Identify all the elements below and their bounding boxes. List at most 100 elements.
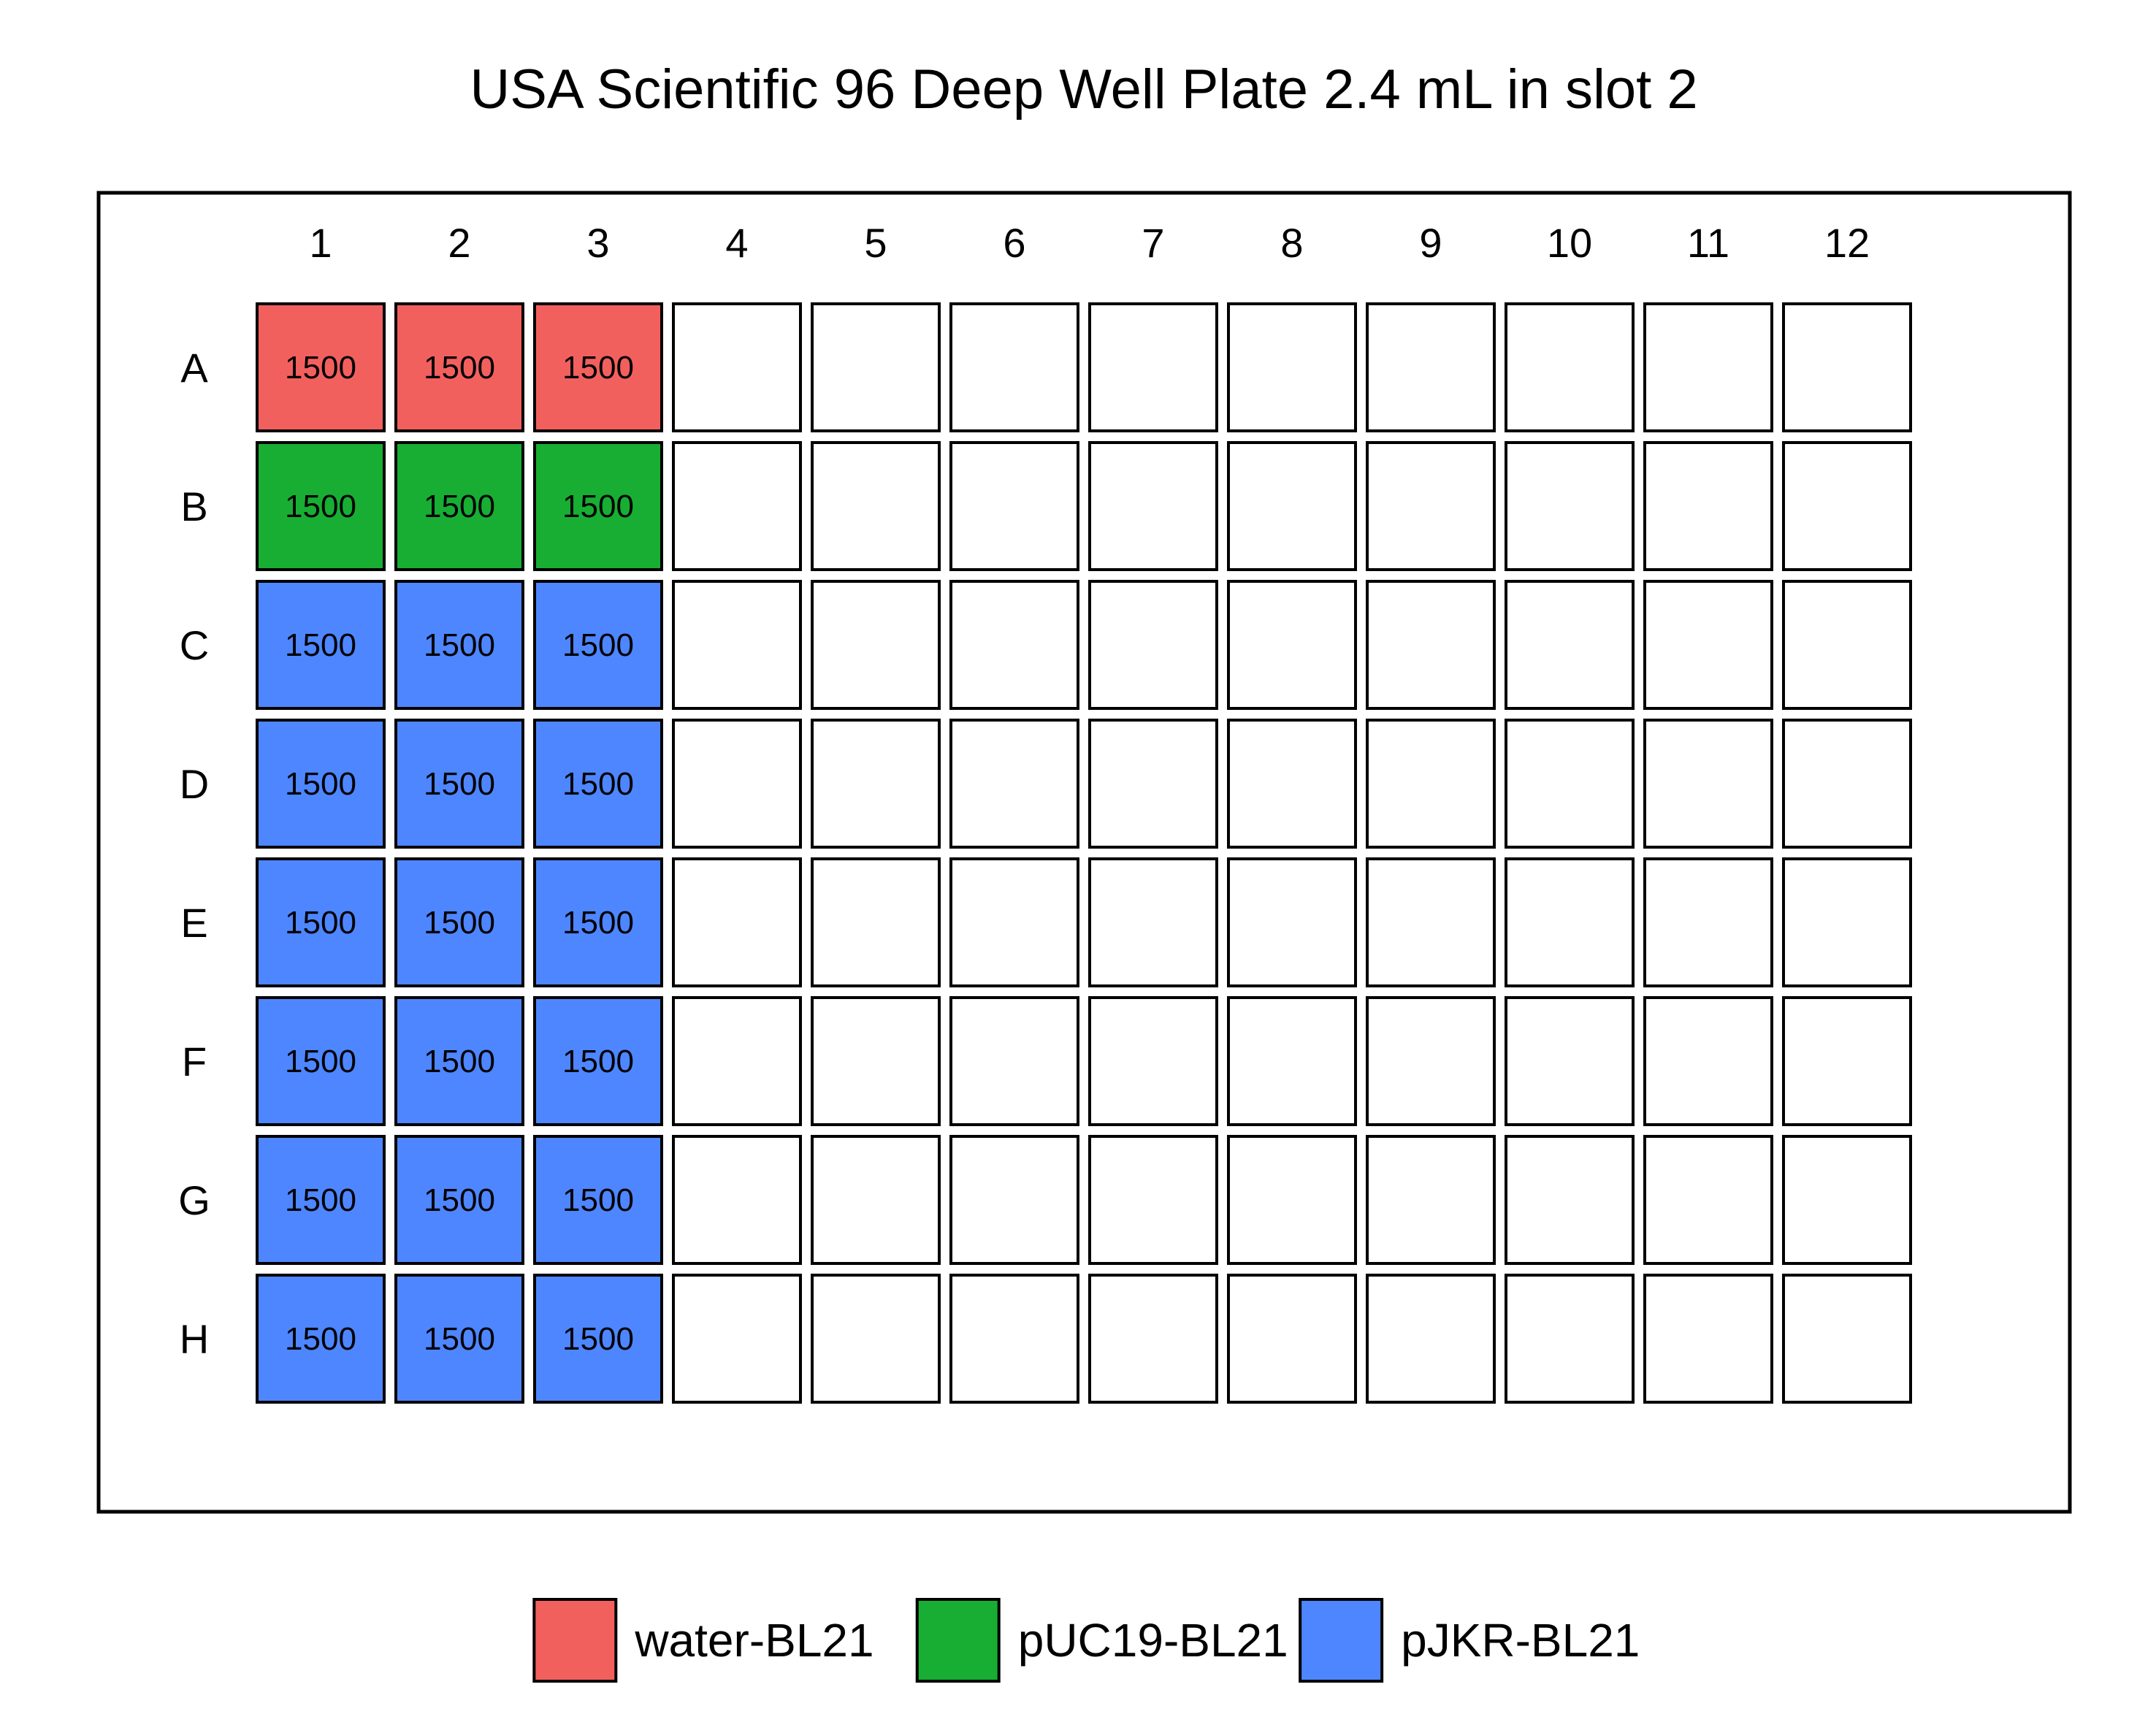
well-volume-label: 1500 — [424, 1044, 495, 1079]
well-B3: 1500 — [533, 441, 663, 571]
well-box — [949, 302, 1079, 432]
column-label-4: 4 — [725, 220, 748, 266]
well-box — [1088, 580, 1218, 710]
well-D5 — [811, 719, 941, 849]
legend-label: pJKR-BL21 — [1401, 1614, 1640, 1667]
well-G1: 1500 — [256, 1135, 386, 1265]
well-box — [672, 1135, 802, 1265]
well-box — [1505, 996, 1635, 1126]
well-H11 — [1643, 1274, 1773, 1404]
well-box — [1782, 580, 1912, 710]
well-volume-label: 1500 — [562, 489, 634, 524]
legend-swatch — [915, 1598, 1001, 1683]
well-F9 — [1366, 996, 1496, 1126]
well-F3: 1500 — [533, 996, 663, 1126]
well-box — [256, 996, 386, 1126]
legend-label: water-BL21 — [634, 1614, 874, 1667]
well-C2: 1500 — [394, 580, 524, 710]
well-box — [256, 1135, 386, 1265]
well-B4 — [672, 441, 802, 571]
well-H2: 1500 — [394, 1274, 524, 1404]
well-F2: 1500 — [394, 996, 524, 1126]
column-label-3: 3 — [586, 220, 609, 266]
column-label-1: 1 — [309, 220, 332, 266]
row-label-C: C — [180, 622, 209, 668]
well-box — [256, 1274, 386, 1404]
well-A3: 1500 — [533, 302, 663, 432]
well-volume-label: 1500 — [424, 1321, 495, 1357]
well-G11 — [1643, 1135, 1773, 1265]
well-A6 — [949, 302, 1079, 432]
well-grid: 1500 1500 1500 1500 1500 1500 1500 1500 1500 1500… — [256, 302, 1912, 1404]
well-C5 — [811, 580, 941, 710]
well-box — [811, 1135, 941, 1265]
well-box — [533, 441, 663, 571]
well-volume-label: 1500 — [424, 627, 495, 663]
row-label-G: G — [178, 1177, 210, 1223]
well-F12 — [1782, 996, 1912, 1126]
well-volume-label: 1500 — [285, 1182, 356, 1218]
well-box — [394, 580, 524, 710]
well-E12 — [1782, 857, 1912, 987]
well-box — [1643, 441, 1773, 571]
well-D8 — [1227, 719, 1357, 849]
well-H8 — [1227, 1274, 1357, 1404]
well-D4 — [672, 719, 802, 849]
column-label-12: 12 — [1824, 220, 1870, 266]
well-C4 — [672, 580, 802, 710]
well-C1: 1500 — [256, 580, 386, 710]
well-A10 — [1505, 302, 1635, 432]
well-volume-label: 1500 — [285, 1044, 356, 1079]
well-E1: 1500 — [256, 857, 386, 987]
row-label-A: A — [180, 345, 208, 391]
well-B6 — [949, 441, 1079, 571]
well-volume-label: 1500 — [562, 1044, 634, 1079]
well-B11 — [1643, 441, 1773, 571]
well-E11 — [1643, 857, 1773, 987]
well-box — [949, 857, 1079, 987]
well-box — [1643, 857, 1773, 987]
row-label-H: H — [180, 1316, 209, 1362]
well-volume-label: 1500 — [562, 1321, 634, 1357]
well-box — [1782, 857, 1912, 987]
well-box — [672, 441, 802, 571]
well-F5 — [811, 996, 941, 1126]
well-C3: 1500 — [533, 580, 663, 710]
well-box — [811, 302, 941, 432]
row-label-B: B — [180, 483, 207, 529]
well-box — [1088, 996, 1218, 1126]
well-box — [533, 1274, 663, 1404]
well-box — [256, 302, 386, 432]
well-box — [672, 996, 802, 1126]
column-label-5: 5 — [864, 220, 887, 266]
well-box — [1366, 1135, 1496, 1265]
well-E2: 1500 — [394, 857, 524, 987]
well-F11 — [1643, 996, 1773, 1126]
well-box — [1088, 302, 1218, 432]
well-E5 — [811, 857, 941, 987]
column-label-7: 7 — [1142, 220, 1164, 266]
well-C6 — [949, 580, 1079, 710]
well-box — [1366, 580, 1496, 710]
well-D2: 1500 — [394, 719, 524, 849]
well-A12 — [1782, 302, 1912, 432]
well-F7 — [1088, 996, 1218, 1126]
well-C8 — [1227, 580, 1357, 710]
well-box — [811, 1274, 941, 1404]
well-F1: 1500 — [256, 996, 386, 1126]
well-A2: 1500 — [394, 302, 524, 432]
legend-label: pUC19-BL21 — [1018, 1614, 1288, 1667]
well-box — [1782, 441, 1912, 571]
well-A11 — [1643, 302, 1773, 432]
well-box — [1782, 1135, 1912, 1265]
well-H5 — [811, 1274, 941, 1404]
well-volume-label: 1500 — [424, 905, 495, 941]
column-label-9: 9 — [1419, 220, 1442, 266]
well-D11 — [1643, 719, 1773, 849]
well-box — [1088, 857, 1218, 987]
well-box — [949, 1274, 1079, 1404]
well-C12 — [1782, 580, 1912, 710]
well-box — [1088, 1274, 1218, 1404]
well-box — [1643, 996, 1773, 1126]
well-volume-label: 1500 — [285, 350, 356, 386]
